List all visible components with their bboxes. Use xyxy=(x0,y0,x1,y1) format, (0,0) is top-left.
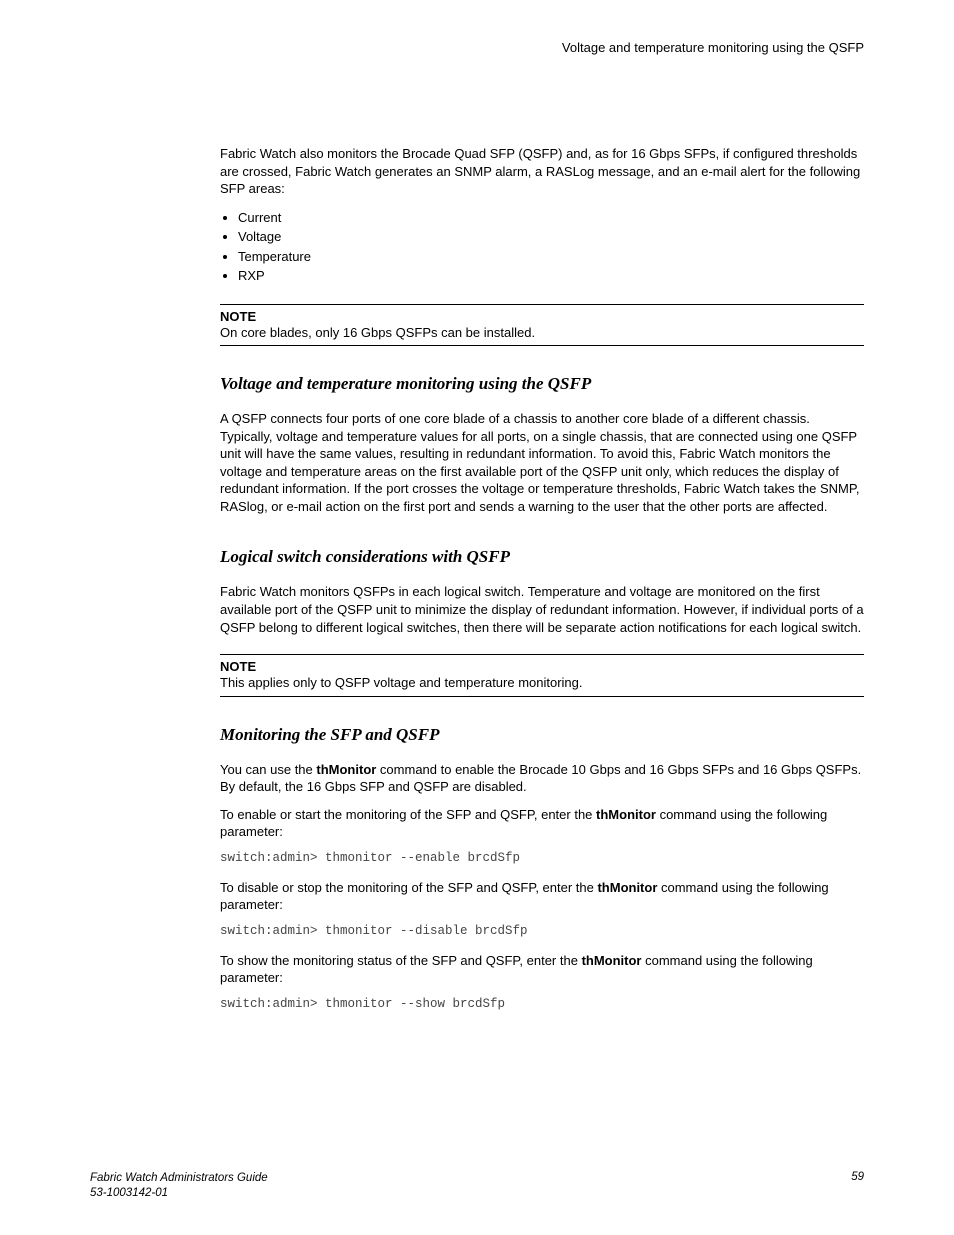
section-heading-voltage: Voltage and temperature monitoring using… xyxy=(220,374,864,394)
code-example: switch:admin> thmonitor --show brcdSfp xyxy=(220,997,864,1011)
list-item: RXP xyxy=(238,266,864,286)
code-example: switch:admin> thmonitor --enable brcdSfp xyxy=(220,851,864,865)
note-text: This applies only to QSFP voltage and te… xyxy=(220,674,864,692)
list-item: Current xyxy=(238,208,864,228)
section-heading-monitoring: Monitoring the SFP and QSFP xyxy=(220,725,864,745)
running-header: Voltage and temperature monitoring using… xyxy=(220,40,864,55)
section-paragraph: A QSFP connects four ports of one core b… xyxy=(220,410,864,515)
text-run: You can use the xyxy=(220,762,316,777)
footer-page-number: 59 xyxy=(851,1171,864,1183)
intro-paragraph: Fabric Watch also monitors the Brocade Q… xyxy=(220,145,864,198)
section-paragraph: You can use the thMonitor command to ena… xyxy=(220,761,864,796)
note-block: NOTE On core blades, only 16 Gbps QSFPs … xyxy=(220,304,864,347)
footer-left: Fabric Watch Administrators Guide 53-100… xyxy=(90,1171,268,1201)
note-text: On core blades, only 16 Gbps QSFPs can b… xyxy=(220,324,864,342)
text-run: To enable or start the monitoring of the… xyxy=(220,807,596,822)
command-name: thMonitor xyxy=(597,880,657,895)
command-name: thMonitor xyxy=(596,807,656,822)
footer-docnum: 53-1003142-01 xyxy=(90,1187,168,1199)
section-heading-logical-switch: Logical switch considerations with QSFP xyxy=(220,547,864,567)
document-page: Voltage and temperature monitoring using… xyxy=(0,0,954,1235)
footer-title: Fabric Watch Administrators Guide xyxy=(90,1172,268,1184)
page-footer: Fabric Watch Administrators Guide 53-100… xyxy=(90,1171,864,1201)
section-paragraph: Fabric Watch monitors QSFPs in each logi… xyxy=(220,583,864,636)
command-name: thMonitor xyxy=(582,953,642,968)
code-example: switch:admin> thmonitor --disable brcdSf… xyxy=(220,924,864,938)
command-name: thMonitor xyxy=(316,762,376,777)
list-item: Temperature xyxy=(238,247,864,267)
note-block: NOTE This applies only to QSFP voltage a… xyxy=(220,654,864,697)
sfp-areas-list: Current Voltage Temperature RXP xyxy=(220,208,864,286)
section-paragraph: To show the monitoring status of the SFP… xyxy=(220,952,864,987)
note-label: NOTE xyxy=(220,309,864,324)
note-label: NOTE xyxy=(220,659,864,674)
text-run: To disable or stop the monitoring of the… xyxy=(220,880,597,895)
section-paragraph: To disable or stop the monitoring of the… xyxy=(220,879,864,914)
list-item: Voltage xyxy=(238,227,864,247)
text-run: To show the monitoring status of the SFP… xyxy=(220,953,582,968)
section-paragraph: To enable or start the monitoring of the… xyxy=(220,806,864,841)
